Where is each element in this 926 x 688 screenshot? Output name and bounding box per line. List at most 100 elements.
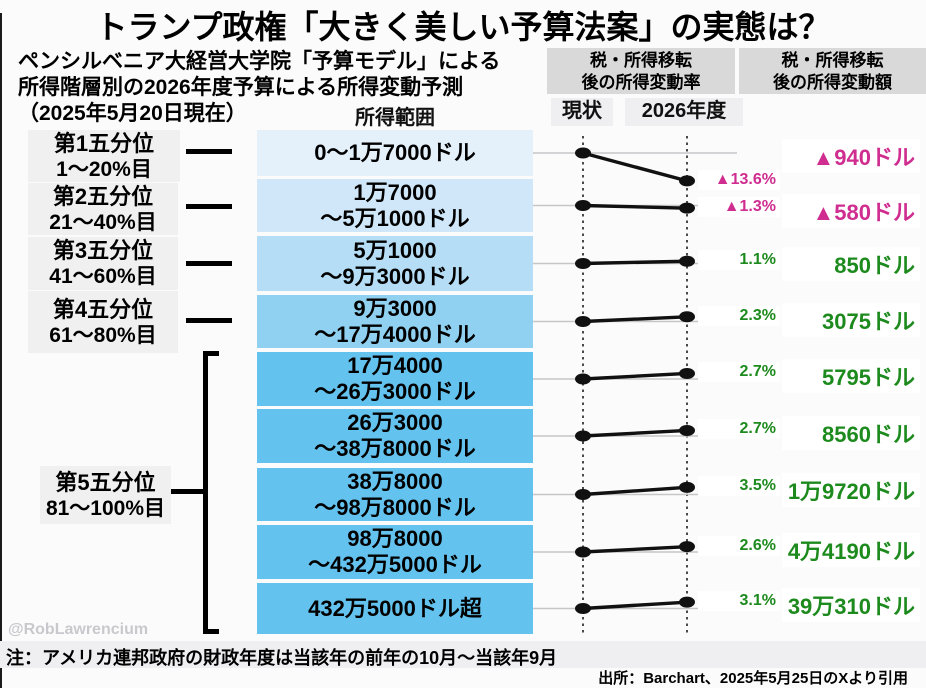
quintile5-bracket-bottom-stub — [203, 629, 219, 634]
income-range-box-2: 1万7000 〜5万1000ドル — [257, 179, 533, 232]
slope-line-3 — [582, 259, 688, 266]
quintile-label-4: 第4五分位 61〜80%目 — [28, 291, 178, 353]
subtitle-line-3: （2025年5月20日現在） — [18, 102, 247, 125]
rate-column-header: 税・所得移転 後の所得変動率 — [547, 48, 735, 94]
quintile-connector-dash-3 — [186, 261, 232, 266]
amount-change-label-9: 39万310ドル — [782, 588, 920, 622]
quintile-name: 第2五分位 — [52, 183, 154, 209]
amount-change-label-7: 1万9720ドル — [782, 473, 920, 507]
quintile-label-3: 第3五分位 41〜60%目 — [28, 237, 178, 290]
amount-change-label-3: 850ドル — [782, 247, 920, 281]
axis-label-current: 現状 — [551, 98, 613, 126]
amount-column-header-line2: 後の所得変動額 — [773, 73, 892, 92]
quintile-percent-range: 21〜40%目 — [49, 210, 157, 234]
income-range-text: 〜17万4000ドル — [314, 321, 476, 347]
note-text: 注：アメリカ連邦政府の財政年度は当該年の前年の10月〜当該年9月 — [6, 648, 558, 668]
pct-change-label-9: 3.1% — [698, 591, 780, 611]
income-range-text: 1万7000 — [353, 179, 437, 205]
income-range-box-8: 98万8000 〜432万5000ドル — [257, 525, 533, 579]
subtitle-line-2: 所得階層別の2026年度予算による所得変動予測 — [18, 76, 464, 99]
quintile-name: 第3五分位 — [52, 238, 154, 263]
source-text: 出所：Barchart、2025年5月25日のXより引用 — [598, 670, 908, 687]
amount-change-label-1: ▲940ドル — [782, 139, 920, 173]
fy2026-dot-7 — [679, 481, 695, 493]
fy2026-dot-5 — [679, 367, 695, 379]
current-dot-4 — [575, 316, 591, 327]
axis-label-fy2026: 2026年度 — [625, 98, 743, 126]
fy2026-dot-6 — [679, 424, 695, 436]
quintile-percent-range: 41〜60%目 — [49, 265, 157, 288]
slope-line-6 — [582, 428, 688, 438]
quintile-name: 第5五分位 — [55, 469, 156, 495]
fy2026-dot-8 — [679, 541, 695, 553]
income-range-column-header: 所得範囲 — [355, 107, 435, 129]
quintile5-bracket-top-stub — [203, 351, 219, 356]
slope-line-5 — [582, 371, 688, 381]
income-range-text: 432万5000ドル超 — [308, 595, 482, 621]
income-range-text: 〜26万3000ドル — [314, 379, 476, 404]
income-range-text: 38万8000 — [347, 468, 443, 494]
amount-column-header-line1: 税・所得移転 — [781, 51, 884, 70]
slope-line-2 — [582, 203, 688, 210]
current-dot-6 — [575, 430, 591, 442]
fy2026-dot-3 — [679, 255, 695, 267]
slope-line-7 — [582, 485, 688, 497]
income-range-box-9: 432万5000ドル超 — [257, 583, 533, 634]
income-range-text: 9万3000 — [353, 295, 437, 321]
slope-line-1 — [582, 151, 688, 183]
income-range-box-1: 0〜1万7000ドル — [257, 130, 533, 176]
page-title: トランプ政権「大きく美しい予算法案」の実態は？ — [95, 9, 831, 45]
income-range-box-5: 17万4000 〜26万3000ドル — [257, 352, 533, 406]
quintile-percent-range: 81〜100%目 — [45, 496, 166, 520]
income-range-box-4: 9万3000 〜17万4000ドル — [257, 295, 533, 348]
amount-column-header: 税・所得移転 後の所得変動額 — [739, 48, 926, 94]
slope-line-9 — [582, 600, 688, 611]
income-range-text: 5万1000 — [353, 237, 437, 263]
income-range-box-7: 38万8000 〜98万8000ドル — [257, 468, 533, 521]
income-range-box-6: 26万3000 〜38万8000ドル — [257, 409, 533, 463]
quintile-name: 第1五分位 — [53, 130, 155, 156]
quintile-connector-dash-1 — [186, 149, 232, 154]
note-band — [0, 641, 926, 668]
current-dot-3 — [575, 258, 591, 269]
pct-change-label-4: 2.3% — [698, 306, 780, 326]
income-range-text: 〜5万1000ドル — [320, 205, 470, 231]
current-dot-8 — [575, 546, 591, 558]
income-range-text: 〜98万8000ドル — [314, 494, 476, 520]
amount-change-label-6: 8560ドル — [782, 416, 920, 450]
pct-change-label-5: 2.7% — [698, 362, 780, 382]
income-range-text: 17万4000 — [347, 353, 443, 378]
slope-line-8 — [582, 544, 688, 554]
fy2026-dot-2 — [679, 202, 695, 214]
amount-change-label-5: 5795ドル — [782, 359, 920, 393]
watermark: @RobLawrencium — [8, 621, 149, 638]
quintile-connector-dash-2 — [186, 204, 232, 209]
current-dot-5 — [575, 373, 591, 385]
fy2026-dot-1 — [679, 175, 695, 187]
amount-change-label-8: 4万4190ドル — [782, 533, 920, 567]
rate-column-header-line2: 後の所得変動率 — [581, 73, 701, 92]
quintile-percent-range: 61〜80%目 — [49, 323, 157, 347]
fy2026-dot-9 — [679, 596, 695, 608]
amount-change-label-2: ▲580ドル — [782, 194, 920, 228]
quintile-percent-range: 1〜20%目 — [56, 157, 152, 181]
rate-column-header-line1: 税・所得移転 — [590, 51, 692, 70]
quintile-connector-dash-4 — [186, 318, 232, 323]
current-dot-2 — [575, 200, 591, 211]
subtitle-line-1: ペンシルベニア大経営大学院「予算モデル」による — [18, 50, 501, 73]
pct-change-label-7: 3.5% — [698, 476, 780, 496]
pct-change-label-1: ▲13.6% — [698, 170, 780, 190]
quintile5-bracket-vertical — [203, 351, 208, 634]
amount-change-label-4: 3075ドル — [782, 303, 920, 337]
left-edge-line — [0, 13, 2, 688]
pct-change-label-3: 1.1% — [698, 250, 780, 270]
current-dot-7 — [575, 489, 591, 500]
current-dot-1 — [575, 147, 591, 159]
pct-change-label-6: 2.7% — [698, 419, 780, 439]
income-range-text: 〜38万8000ドル — [314, 436, 476, 461]
pct-change-label-2: ▲1.3% — [698, 197, 780, 217]
income-range-text: 0〜1万7000ドル — [314, 140, 476, 165]
quintile-label-1: 第1五分位 1〜20%目 — [28, 130, 180, 182]
current-dot-9 — [575, 603, 591, 614]
